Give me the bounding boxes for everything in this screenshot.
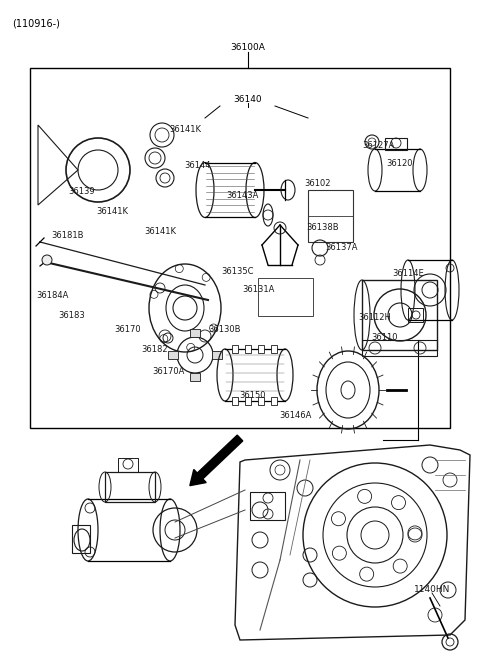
- Text: 36143A: 36143A: [226, 190, 258, 199]
- Text: 36141K: 36141K: [144, 228, 176, 237]
- Text: 36120: 36120: [387, 159, 413, 167]
- Text: 36138B: 36138B: [307, 224, 339, 232]
- FancyArrow shape: [190, 435, 243, 485]
- Text: 36137A: 36137A: [326, 243, 358, 253]
- Bar: [271, 397, 277, 405]
- Bar: [168, 351, 178, 359]
- Text: 36146A: 36146A: [279, 411, 311, 419]
- Text: 36100A: 36100A: [230, 43, 265, 52]
- Bar: [258, 345, 264, 353]
- Bar: [72, 525, 90, 553]
- Text: 36144: 36144: [185, 161, 211, 169]
- Text: (110916-): (110916-): [12, 18, 60, 28]
- Text: 36130B: 36130B: [209, 325, 241, 335]
- Text: 36183: 36183: [59, 310, 85, 319]
- Bar: [232, 397, 238, 405]
- Bar: [408, 308, 423, 322]
- Bar: [250, 492, 285, 520]
- Text: 36135C: 36135C: [222, 268, 254, 276]
- Bar: [245, 345, 251, 353]
- Bar: [232, 345, 238, 353]
- Text: 36141K: 36141K: [96, 207, 128, 216]
- Text: 36102: 36102: [305, 178, 331, 188]
- Bar: [245, 397, 251, 405]
- Text: 36140: 36140: [234, 96, 262, 104]
- Bar: [385, 138, 407, 150]
- Text: 36141K: 36141K: [169, 125, 201, 134]
- Bar: [212, 351, 222, 359]
- Text: 36112H: 36112H: [359, 314, 391, 323]
- Text: 36110: 36110: [372, 333, 398, 342]
- Text: 1140HN: 1140HN: [414, 586, 450, 594]
- Bar: [190, 329, 200, 337]
- Text: 36181B: 36181B: [52, 230, 84, 239]
- Bar: [190, 373, 200, 381]
- Bar: [258, 397, 264, 405]
- Bar: [271, 345, 277, 353]
- Text: 36139: 36139: [69, 188, 96, 197]
- Text: 36150: 36150: [240, 390, 266, 400]
- Text: 36131A: 36131A: [242, 285, 274, 295]
- Bar: [362, 340, 437, 356]
- Circle shape: [42, 255, 52, 265]
- Bar: [362, 280, 437, 350]
- Bar: [258, 278, 313, 316]
- Bar: [308, 190, 353, 242]
- Text: 36170: 36170: [115, 325, 141, 335]
- Bar: [105, 472, 155, 502]
- Text: 36182: 36182: [142, 346, 168, 354]
- Text: 36114E: 36114E: [392, 268, 424, 277]
- Bar: [118, 458, 138, 472]
- Text: 36127A: 36127A: [362, 140, 394, 150]
- Text: 36184A: 36184A: [36, 291, 68, 300]
- Bar: [30, 68, 450, 428]
- Text: 36170A: 36170A: [152, 367, 184, 377]
